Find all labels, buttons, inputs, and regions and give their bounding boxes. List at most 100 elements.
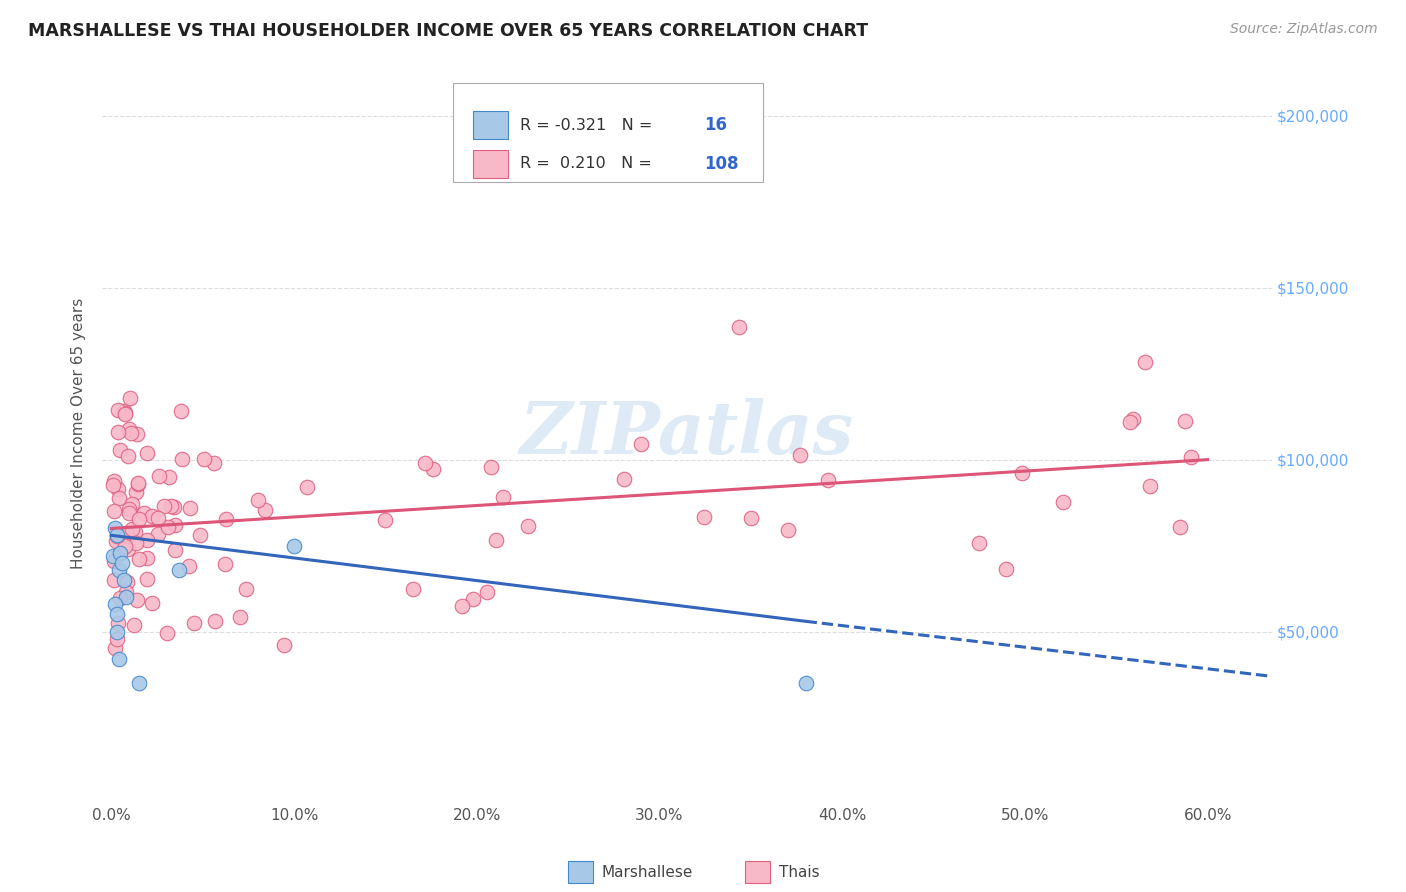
- Point: [118, 506, 141, 520]
- Point: [1133, 354, 1156, 368]
- Point: [115, 591, 138, 605]
- Point: [118, 501, 141, 516]
- Point: [1011, 466, 1033, 480]
- Point: [118, 391, 141, 405]
- Point: [103, 573, 125, 587]
- Point: [135, 551, 157, 566]
- Point: [108, 591, 131, 605]
- Point: [994, 562, 1017, 576]
- Point: [125, 485, 148, 500]
- Point: [170, 404, 193, 418]
- Text: Source: ZipAtlas.com: Source: ZipAtlas.com: [1230, 22, 1378, 37]
- Point: [1174, 414, 1197, 428]
- Point: [160, 499, 183, 513]
- Point: [121, 497, 143, 511]
- Point: [163, 518, 186, 533]
- Point: [104, 534, 127, 549]
- Point: [141, 596, 163, 610]
- Point: [413, 456, 436, 470]
- Point: [117, 449, 139, 463]
- Point: [740, 510, 762, 524]
- Point: [115, 525, 138, 540]
- Point: [156, 519, 179, 533]
- Point: [118, 422, 141, 436]
- Point: [776, 523, 799, 537]
- Point: [215, 512, 238, 526]
- Point: [124, 525, 146, 540]
- Point: [112, 403, 135, 417]
- Point: [104, 521, 127, 535]
- Text: R =  0.210   N =: R = 0.210 N =: [520, 156, 657, 171]
- Point: [117, 528, 139, 542]
- Point: [728, 320, 751, 334]
- Point: [103, 641, 125, 656]
- Point: [128, 511, 150, 525]
- Point: [693, 509, 716, 524]
- Point: [101, 549, 124, 563]
- Point: [107, 615, 129, 630]
- Point: [613, 472, 636, 486]
- Point: [193, 452, 215, 467]
- Point: [107, 563, 129, 577]
- Point: [128, 676, 150, 690]
- Point: [253, 503, 276, 517]
- Y-axis label: Householder Income Over 65 years: Householder Income Over 65 years: [72, 298, 86, 569]
- Point: [157, 469, 180, 483]
- Point: [101, 478, 124, 492]
- Point: [128, 552, 150, 566]
- Text: MARSHALLESE VS THAI HOUSEHOLDER INCOME OVER 65 YEARS CORRELATION CHART: MARSHALLESE VS THAI HOUSEHOLDER INCOME O…: [28, 22, 869, 40]
- Point: [127, 477, 149, 491]
- Point: [153, 499, 176, 513]
- Text: Thais: Thais: [779, 865, 820, 880]
- Point: [1168, 520, 1191, 534]
- Point: [374, 513, 396, 527]
- Point: [228, 610, 250, 624]
- Point: [789, 448, 811, 462]
- Point: [146, 511, 169, 525]
- Point: [103, 504, 125, 518]
- Point: [136, 446, 159, 460]
- Point: [484, 533, 506, 547]
- Point: [273, 638, 295, 652]
- Point: [108, 443, 131, 458]
- Point: [163, 500, 186, 514]
- Point: [148, 469, 170, 483]
- Point: [214, 557, 236, 571]
- Point: [202, 456, 225, 470]
- Point: [105, 632, 128, 646]
- Point: [115, 585, 138, 599]
- Point: [165, 543, 187, 558]
- Point: [122, 617, 145, 632]
- Bar: [472, 112, 508, 139]
- Point: [517, 519, 540, 533]
- Point: [114, 539, 136, 553]
- Point: [450, 599, 472, 613]
- Point: [107, 425, 129, 439]
- Point: [204, 614, 226, 628]
- Point: [148, 526, 170, 541]
- Point: [136, 533, 159, 547]
- Point: [177, 558, 200, 573]
- Point: [247, 493, 270, 508]
- Point: [179, 501, 201, 516]
- Point: [127, 476, 149, 491]
- Point: [125, 536, 148, 550]
- Point: [235, 582, 257, 596]
- Point: [630, 437, 652, 451]
- Point: [1052, 495, 1074, 509]
- Point: [422, 462, 444, 476]
- Point: [107, 403, 129, 417]
- Point: [297, 480, 319, 494]
- Point: [967, 536, 990, 550]
- Point: [114, 406, 136, 420]
- Point: [402, 582, 425, 596]
- Point: [132, 506, 155, 520]
- Point: [112, 573, 135, 587]
- Point: [114, 407, 136, 421]
- Point: [105, 528, 128, 542]
- Point: [103, 554, 125, 568]
- Point: [104, 597, 127, 611]
- Point: [1180, 450, 1202, 464]
- Text: ZIPatlas: ZIPatlas: [520, 399, 853, 469]
- Point: [141, 508, 163, 523]
